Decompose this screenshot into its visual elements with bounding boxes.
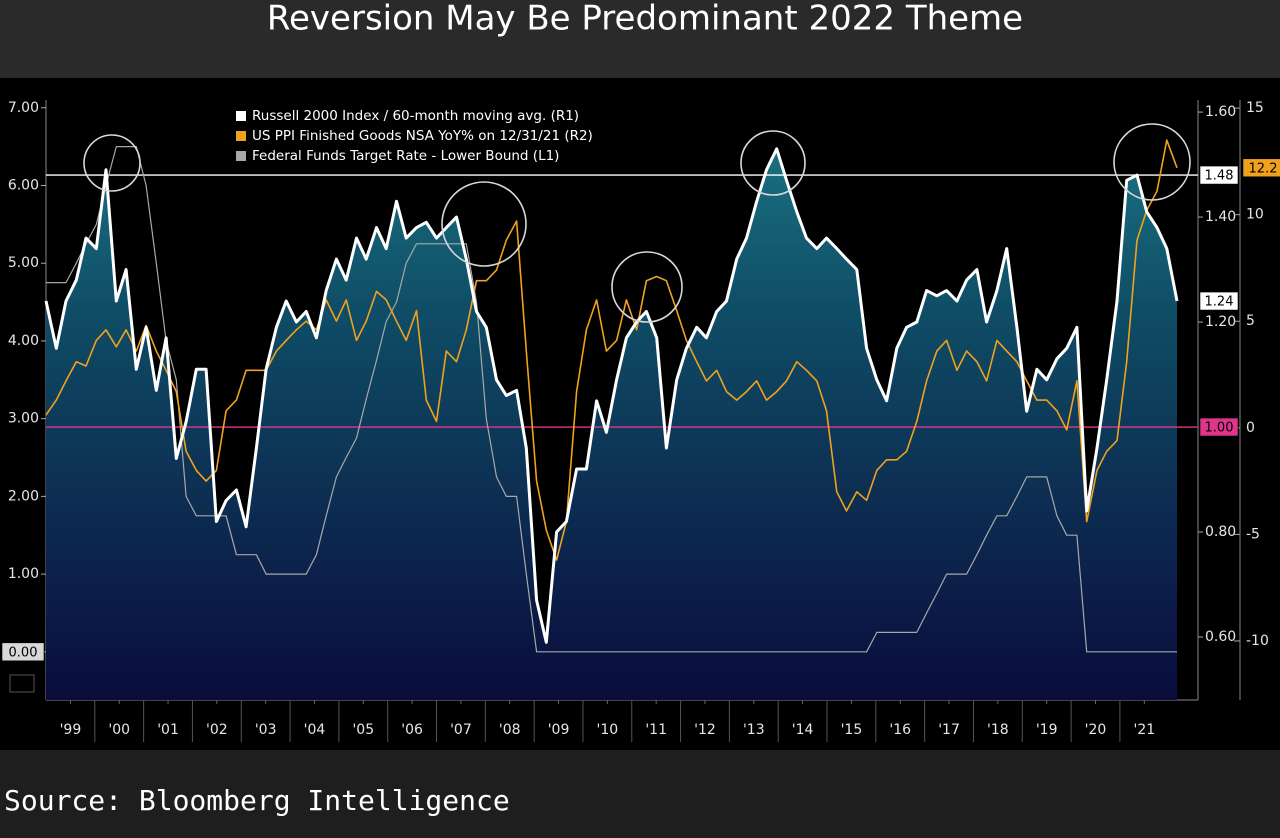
last-value-label-box (1242, 158, 1280, 178)
last-value-label-box (1, 642, 45, 662)
footer-bar (0, 750, 1280, 838)
y-tick-label: 5.00 (8, 255, 39, 271)
x-tick-label: '11 (645, 722, 667, 738)
title-bar (0, 0, 1280, 78)
x-tick-label: '00 (108, 722, 130, 738)
legend-swatch (236, 131, 246, 141)
x-tick-label: '04 (304, 722, 326, 738)
reference-label-box (1199, 417, 1239, 437)
last-value-label: 12.2 (1249, 161, 1278, 176)
x-tick-label: '07 (450, 722, 472, 738)
overlay: 1.48 1.00 1.24 12.2 0.00 Russell 2000 Index /… (1, 104, 1280, 662)
y3-tick-label: -5 (1246, 526, 1260, 542)
y2-tick-label: 1.20 (1205, 314, 1236, 330)
y2-tick-label: 0.60 (1205, 629, 1236, 645)
reference-label: 1.00 (1205, 421, 1234, 436)
x-tick-label: '08 (499, 722, 521, 738)
y-tick-label: 6.00 (8, 177, 39, 193)
plot-area: 0.00 1.00 2.00 3.00 4.00 5.00 6.00 7.00 0.60 0.80… (8, 100, 1269, 742)
legend-label: Federal Funds Target Rate - Lower Bound … (252, 148, 559, 164)
x-tick-label: '17 (938, 722, 960, 738)
highlight-circle (1113, 123, 1191, 201)
x-tick-label: '19 (1036, 722, 1058, 738)
y2-tick-label: 1.40 (1205, 209, 1236, 225)
y3-tick-label: 15 (1246, 100, 1264, 116)
y3-tick-label: 5 (1246, 313, 1255, 329)
reference-label: 1.48 (1205, 169, 1234, 184)
y3-tick-label: 10 (1246, 207, 1264, 223)
series-line (44, 147, 1179, 644)
x-tick-label: '16 (889, 722, 911, 738)
x-tick-label: '21 (1133, 722, 1155, 738)
y2-tick-label: 1.60 (1205, 104, 1236, 120)
highlight-circle (611, 251, 683, 323)
legend-box (230, 104, 670, 168)
x-tick-label: '01 (157, 722, 179, 738)
annotation-circles (83, 123, 1191, 323)
y3-tick-label: -10 (1246, 633, 1269, 649)
y-tick-label: 1.00 (8, 566, 39, 582)
last-value-label-box (1199, 291, 1239, 311)
x-tick-label: '10 (597, 722, 619, 738)
y3-tick-label: 0 (1246, 420, 1255, 436)
last-value-label: 1.24 (1205, 295, 1234, 310)
x-tick-label: '12 (694, 722, 716, 738)
y-tick-label: 7.00 (8, 100, 39, 116)
source: Source: Bloomberg Intelligence (4, 784, 510, 817)
chart-title: Reversion May Be Predominant 2022 Theme (267, 0, 1023, 39)
x-tick-label: '14 (792, 722, 814, 738)
y-tick-label: 4.00 (8, 333, 39, 349)
y-tick-label: 3.00 (8, 411, 39, 427)
highlight-circle (441, 181, 527, 267)
x-tick-label: '06 (401, 722, 423, 738)
series-line (45, 139, 1178, 561)
x-tick-label: '15 (841, 722, 863, 738)
legend-label: US PPI Finished Goods NSA YoY% on 12/31/… (252, 128, 593, 144)
x-tick-label: '13 (743, 722, 765, 738)
x-tick-label: '09 (548, 722, 570, 738)
y-tick-label: 2.00 (8, 488, 39, 504)
x-tick-label: '02 (206, 722, 228, 738)
reference-label-box (1199, 165, 1239, 185)
series-line (46, 146, 1177, 653)
x-tick-label: '99 (60, 722, 82, 738)
legend-swatch (236, 111, 246, 121)
highlight-circle (740, 130, 806, 196)
legend-swatch (236, 151, 246, 161)
x-tick-label: '05 (352, 722, 374, 738)
y2-tick-label: 0.80 (1205, 524, 1236, 540)
x-tick-label: '18 (987, 722, 1009, 738)
chart-icon (9, 674, 35, 693)
x-tick-label: '20 (1085, 722, 1107, 738)
last-value-label: 0.00 (9, 645, 38, 660)
x-tick-label: '03 (255, 722, 277, 738)
legend-label: Russell 2000 Index / 60-month moving avg… (252, 108, 579, 124)
highlight-circle (83, 134, 141, 192)
